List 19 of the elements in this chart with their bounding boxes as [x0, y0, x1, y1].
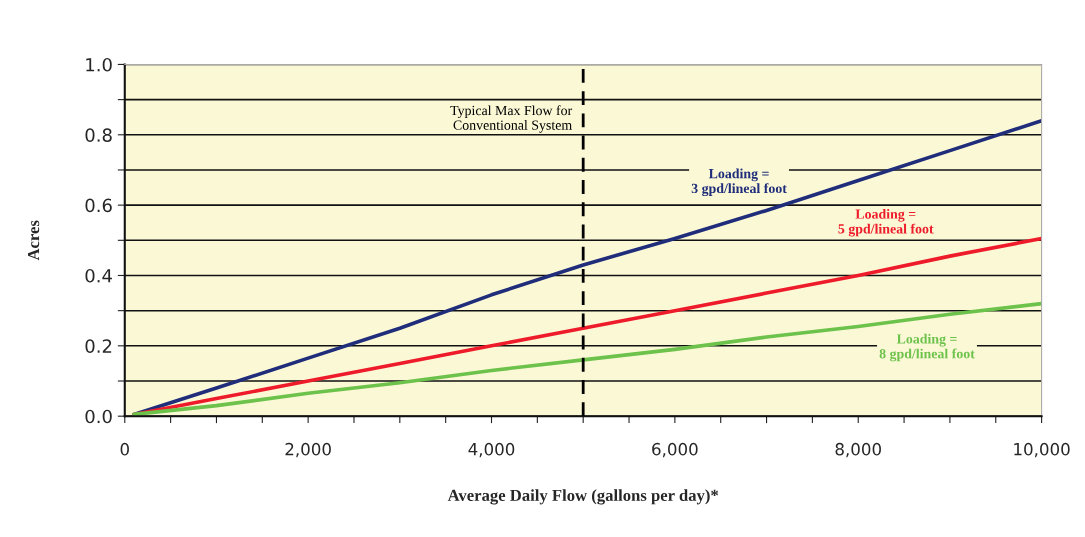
y-tick-label: 0.8 — [85, 128, 112, 142]
ref-line-label: Typical Max Flow for Conventional System — [450, 105, 573, 133]
series-label: Loading = 3 gpd/lineal foot — [691, 168, 787, 197]
x-axis-title: Average Daily Flow (gallons per day)* — [447, 489, 719, 505]
series-label: Loading = 5 gpd/lineal foot — [838, 208, 934, 237]
x-tick-label: 10,000 — [1014, 442, 1070, 458]
y-tick-label: 1.0 — [86, 57, 112, 72]
y-tick-label: 0.0 — [85, 409, 112, 424]
y-tick-label: 0.4 — [85, 268, 112, 283]
series-label: Loading = 8 gpd/lineal foot — [879, 333, 975, 362]
y-tick-label: 0.2 — [85, 339, 112, 353]
x-tick-label: 6,000 — [652, 442, 698, 458]
x-tick-label: 8,000 — [835, 442, 881, 458]
x-tick-label: 4,000 — [468, 442, 515, 458]
y-tick-label: 0.6 — [85, 198, 112, 213]
x-tick-label: 0 — [120, 442, 129, 456]
y-axis-title: Acres — [28, 220, 40, 261]
x-tick-label: 2,000 — [285, 442, 331, 458]
line-series — [132, 301, 1042, 417]
